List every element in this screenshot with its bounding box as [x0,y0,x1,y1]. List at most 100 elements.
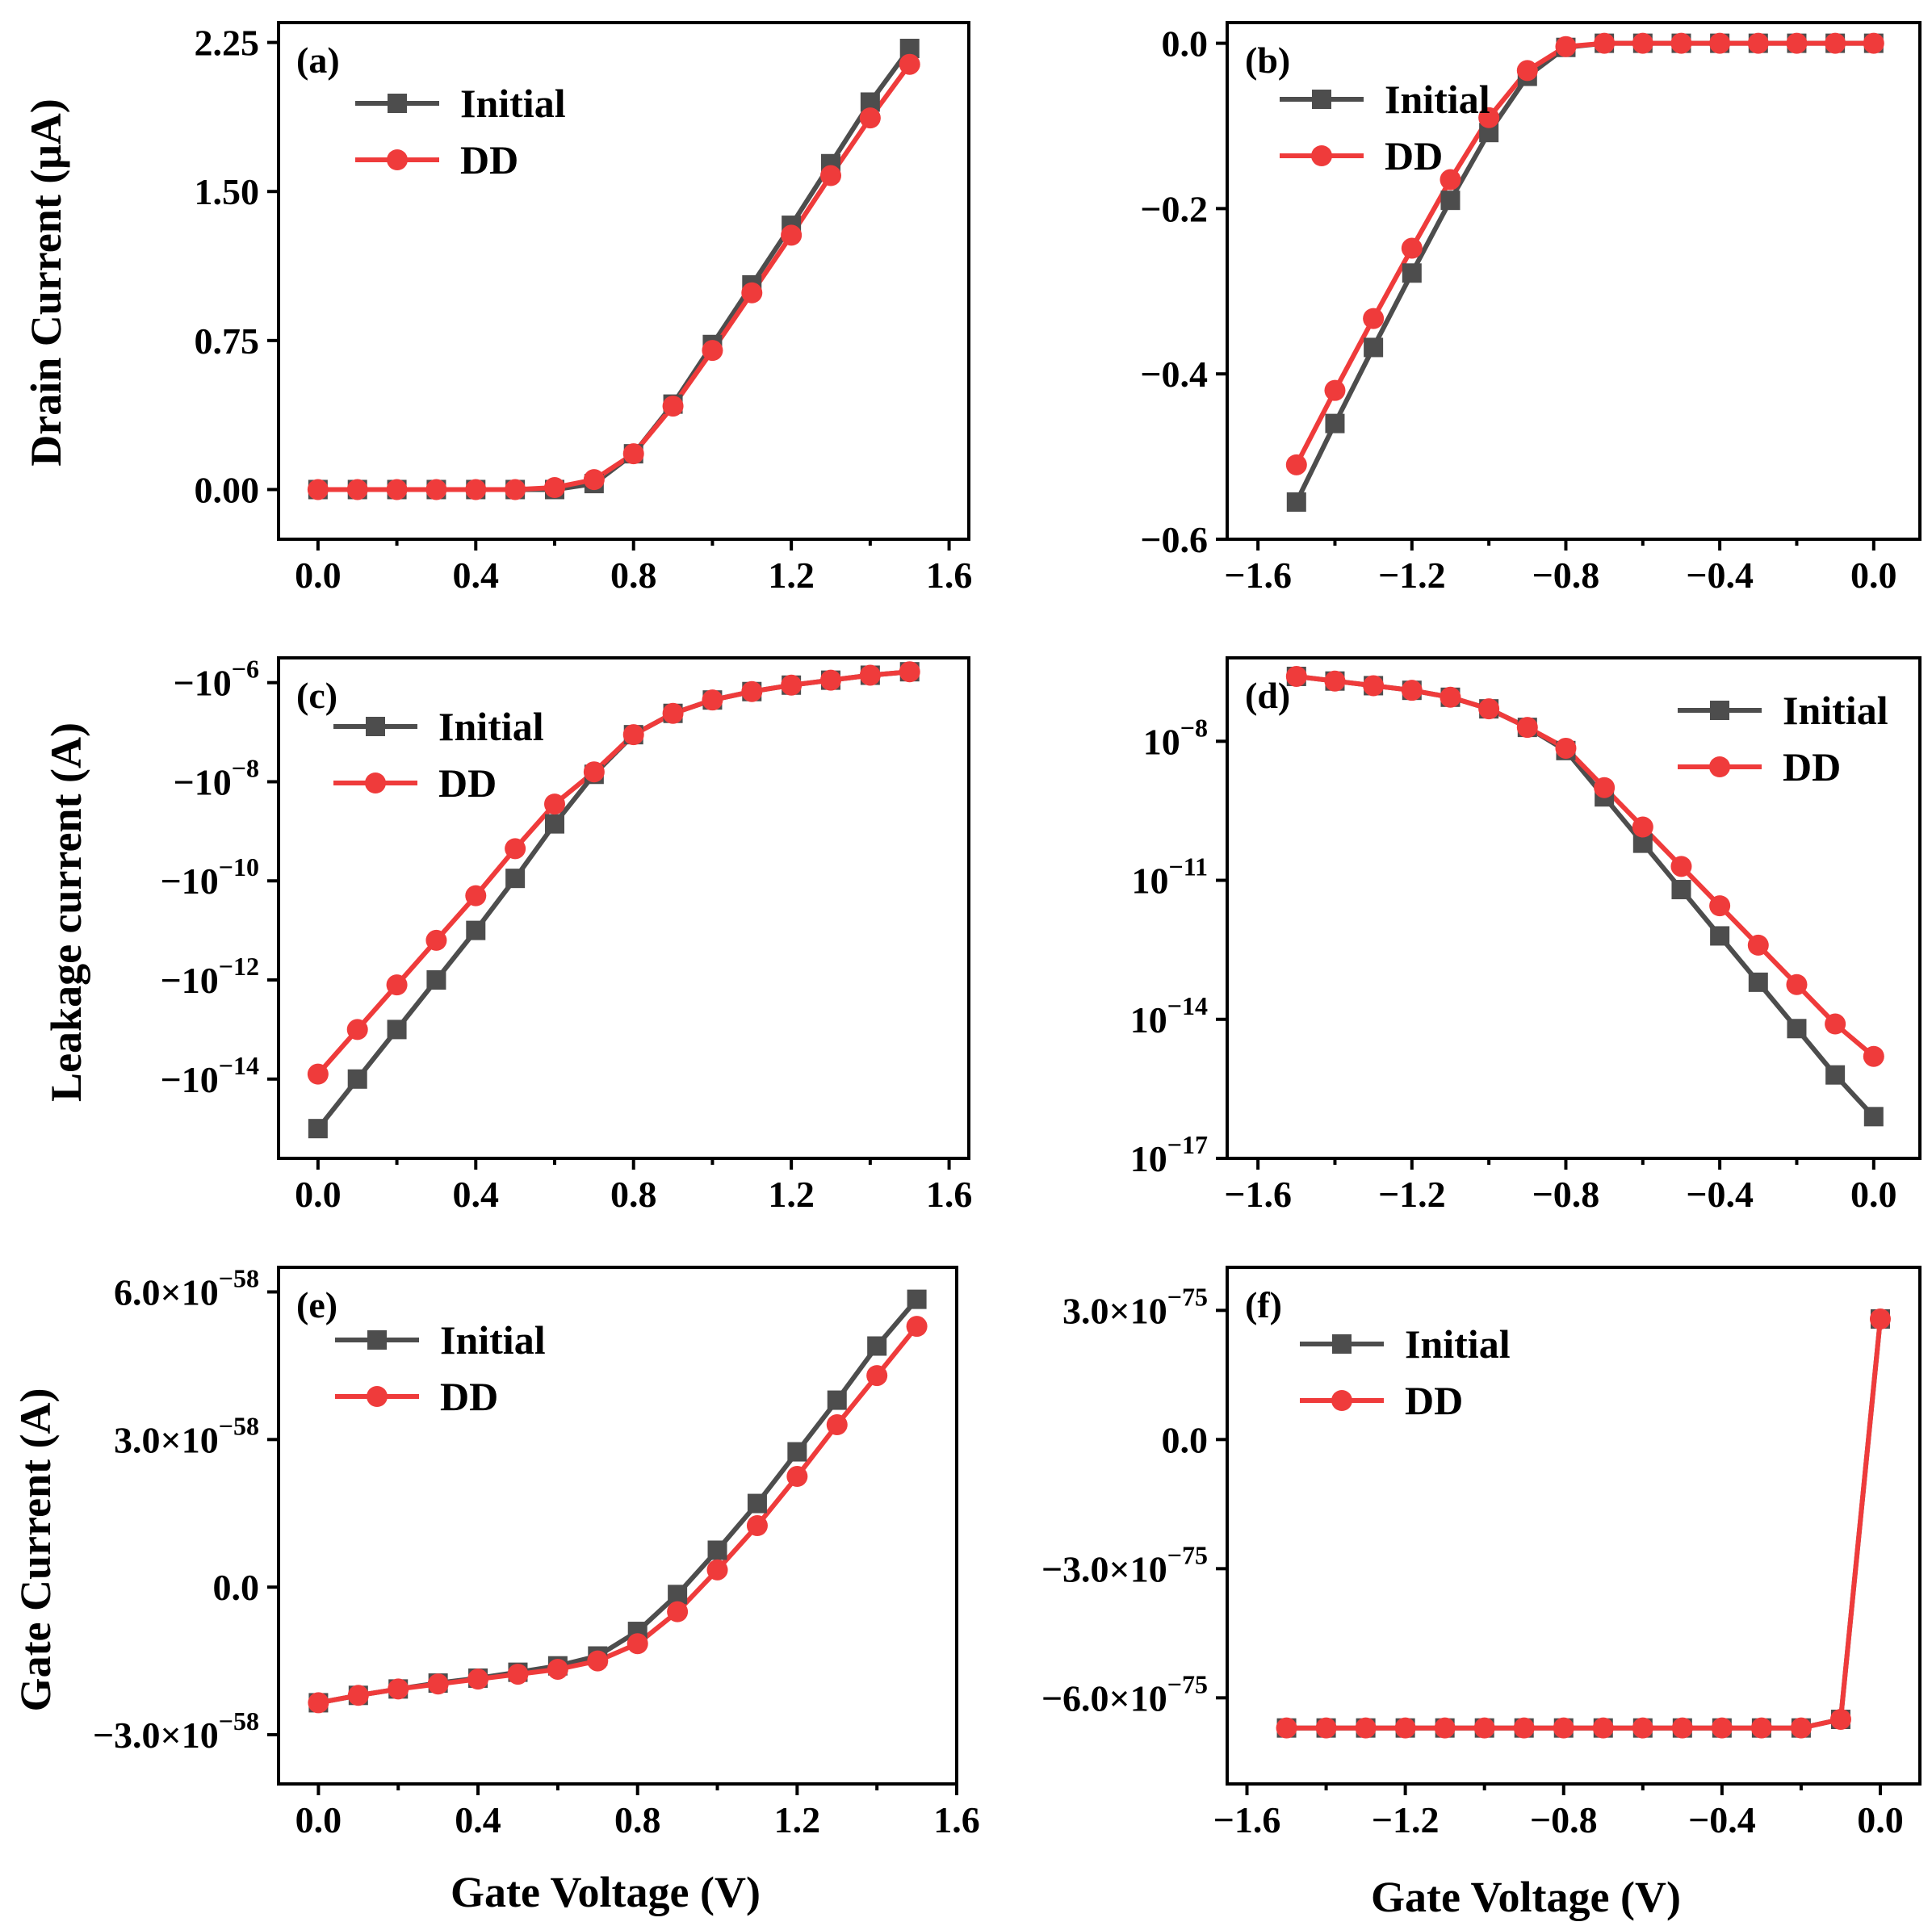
legend: Initial DD [355,81,566,182]
x-tick-label: 1.2 [768,1174,815,1215]
data-point-dd [1594,32,1616,54]
data-point-dd [1863,32,1884,54]
series-line-dd [317,1325,919,1706]
data-point-initial [387,1020,407,1040]
x-tick-label: 0.8 [610,555,657,596]
data-point-dd [1478,107,1500,128]
panel-label: (b) [1245,40,1290,81]
x-tick-label: −1.6 [1224,1174,1292,1215]
data-point-dd [1401,680,1423,701]
x-tick-label: −0.8 [1530,1799,1598,1840]
y-tick-label: −0.4 [1140,354,1208,395]
data-point-dd [1555,36,1577,57]
data-point-dd [1594,777,1616,798]
data-point-dd [622,443,644,465]
y-tick-label-exponent: −17 [1167,1130,1208,1159]
x-tick-label: 1.6 [933,1799,980,1840]
data-point-dd [1786,973,1808,995]
legend-label-dd: DD [440,1374,498,1419]
legend-label-initial: Initial [438,704,544,749]
y-tick-label: 3.0×10−75 [1062,1282,1208,1331]
data-point-dd [786,1466,808,1488]
x-tick-label: −1.2 [1378,555,1446,596]
data-point-initial [426,970,446,990]
x-tick-label: 0.4 [453,555,500,596]
x-tick-label: −0.8 [1532,1174,1600,1215]
y-tick-label: 0.0 [213,1567,260,1608]
data-point-dd [544,793,565,815]
data-point-dd [505,838,526,860]
data-point-dd [583,469,605,491]
legend-marker-dd [1311,145,1332,166]
data-point-dd [1790,1717,1812,1739]
y-tick-label-exponent: −75 [1167,1540,1208,1569]
series-line-dd [316,669,910,1076]
y-tick-label-exponent: −58 [219,1263,259,1292]
data-point-dd [1315,1717,1337,1739]
data-point-dd [1363,675,1385,697]
x-tick-label: 1.2 [768,555,815,596]
y-tick-label-base: −6.0×10 [1041,1677,1167,1719]
x-tick-label: −0.4 [1686,555,1754,596]
data-point-dd [1869,1308,1891,1329]
y-tick-label-base: 10 [1143,721,1180,762]
y-axis-title-row2: Leakage current (A) [42,722,90,1102]
series-line-dd [317,62,912,492]
data-point-dd [467,1669,489,1690]
data-point-dd [583,761,605,783]
y-tick-label: 0.0 [1162,23,1209,65]
data-point-initial [1440,191,1461,211]
y-tick-label: 6.0×10−58 [114,1263,259,1313]
data-point-dd [1285,665,1307,687]
data-point-dd [899,661,920,683]
data-point-dd [1478,698,1500,720]
x-tick-label: −1.2 [1372,1799,1440,1840]
y-tick-label: 0.0 [1162,1419,1209,1460]
panel-label: (c) [296,675,337,716]
data-point-dd [346,479,368,500]
y-tick-label-exponent: −8 [232,753,259,782]
panel-label: (d) [1245,675,1290,716]
series-line-initial [1296,674,1876,1119]
x-tick-label: −1.6 [1213,1799,1281,1840]
data-point-initial [545,814,564,834]
data-point-dd [1671,1717,1693,1739]
series-line-initial [316,669,910,1131]
y-tick-label-base: 0.0 [1162,1419,1209,1460]
panel-a: 0.0 0.4 0.8 1.2 1.6 0.00 0.75 1.50 2.25 (a) Initia… [195,21,972,596]
y-tick-label-base: 10 [1130,999,1167,1040]
data-point-initial [1671,880,1691,900]
data-point-dd [1747,32,1769,54]
data-point-initial [1863,1107,1884,1127]
data-point-dd [746,1515,768,1536]
x-tick-label: −0.4 [1686,1174,1754,1215]
y-tick-label-base: −10 [174,761,232,802]
data-point-dd [1553,1717,1574,1739]
data-point-dd [1750,1717,1772,1739]
y-tick-label: 0.00 [195,469,260,510]
data-point-dd [662,702,684,724]
plot-frame [1226,656,1922,1160]
data-point-initial [1402,263,1422,283]
data-point-initial [1825,1065,1846,1085]
x-tick-label: 0.0 [295,1799,342,1840]
legend: Initial DD [333,704,544,806]
data-point-dd [427,1673,449,1695]
y-axis-title-row3: Gate Current (A) [11,1388,60,1712]
y-tick-label: 3.0×10−58 [114,1411,259,1460]
x-tick-label: 0.8 [614,1799,661,1840]
y-tick-label-base: −10 [174,663,232,704]
y-tick-label: −10−14 [161,1051,259,1100]
x-tick-label: 0.0 [1850,1174,1897,1215]
data-point-dd [1670,32,1692,54]
y-tick-label-base: 10 [1130,1138,1167,1179]
data-point-initial [827,1390,847,1410]
data-point-dd [1709,32,1731,54]
data-point-initial [1325,413,1345,433]
y-tick-label-base: 10 [1132,860,1169,902]
x-axis-title-left: Gate Voltage (V) [451,1868,761,1916]
y-tick-label: −0.6 [1140,519,1208,560]
y-axis-title-row1: Drain Current (μA) [22,98,70,467]
data-point-dd [741,680,763,702]
x-tick-label: −1.6 [1224,555,1292,596]
